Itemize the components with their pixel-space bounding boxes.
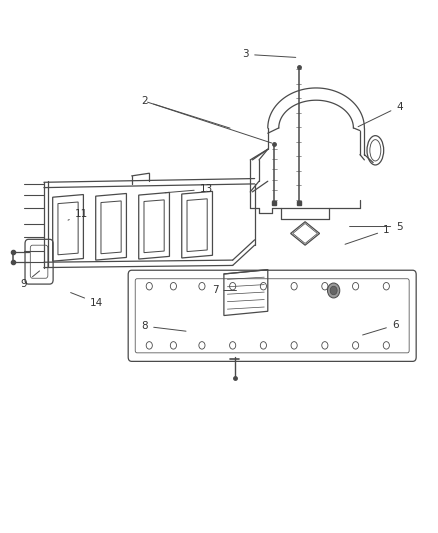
Circle shape bbox=[329, 286, 336, 295]
Text: 4: 4 bbox=[357, 102, 402, 127]
Text: 8: 8 bbox=[141, 321, 186, 331]
Circle shape bbox=[327, 283, 339, 298]
Text: 5: 5 bbox=[349, 222, 402, 231]
Text: 6: 6 bbox=[362, 320, 398, 335]
Text: 9: 9 bbox=[21, 271, 39, 288]
Text: 3: 3 bbox=[242, 50, 295, 59]
Text: 7: 7 bbox=[211, 286, 236, 295]
Text: 14: 14 bbox=[71, 293, 103, 308]
Text: 2: 2 bbox=[141, 96, 230, 128]
Text: 13: 13 bbox=[165, 184, 212, 194]
Text: 1: 1 bbox=[344, 225, 389, 244]
Text: 11: 11 bbox=[68, 209, 88, 220]
